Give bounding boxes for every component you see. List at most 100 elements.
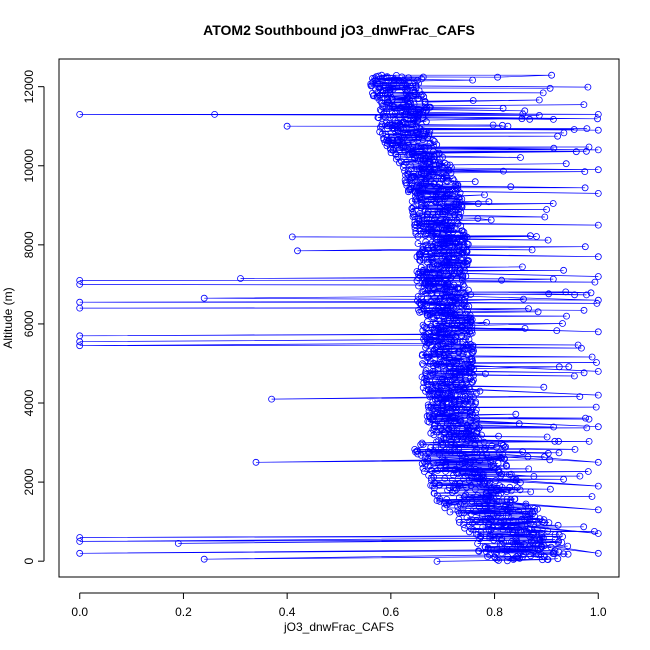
data-point bbox=[469, 456, 477, 464]
data-point bbox=[475, 474, 483, 482]
data-point bbox=[402, 158, 410, 166]
data-point bbox=[476, 387, 484, 395]
data-point bbox=[446, 205, 454, 212]
y-tick-label: 0 bbox=[22, 558, 36, 565]
data-point bbox=[418, 75, 426, 83]
data-point bbox=[76, 538, 84, 545]
data-point bbox=[514, 540, 522, 548]
data-point bbox=[422, 180, 430, 188]
data-point bbox=[580, 306, 588, 314]
data-point bbox=[433, 261, 441, 269]
data-point bbox=[427, 298, 435, 306]
data-point bbox=[467, 340, 474, 348]
data-point bbox=[450, 224, 458, 232]
data-point bbox=[418, 201, 425, 209]
data-point bbox=[581, 168, 589, 176]
data-point bbox=[386, 85, 394, 93]
data-point bbox=[414, 106, 422, 113]
data-point bbox=[379, 103, 387, 110]
data-point bbox=[393, 76, 401, 84]
data-point bbox=[431, 381, 439, 388]
data-point bbox=[543, 206, 550, 213]
data-point bbox=[468, 407, 476, 414]
data-point bbox=[456, 501, 464, 509]
data-point bbox=[460, 301, 468, 309]
data-point bbox=[430, 489, 438, 497]
data-point bbox=[416, 194, 424, 202]
data-point bbox=[422, 238, 430, 246]
data-point bbox=[555, 363, 563, 371]
data-point bbox=[413, 297, 421, 305]
data-point bbox=[492, 477, 500, 484]
data-point bbox=[445, 499, 453, 507]
data-point bbox=[466, 363, 474, 371]
data-point bbox=[507, 470, 515, 478]
data-point bbox=[484, 514, 492, 522]
data-point bbox=[496, 482, 504, 490]
data-point bbox=[480, 438, 488, 446]
data-point bbox=[294, 247, 301, 255]
data-point bbox=[488, 442, 496, 450]
data-point bbox=[541, 453, 548, 461]
data-point bbox=[462, 491, 470, 499]
data-point bbox=[534, 519, 542, 527]
data-point bbox=[421, 144, 429, 151]
data-point bbox=[421, 279, 428, 287]
data-point bbox=[548, 71, 555, 79]
data-point bbox=[417, 263, 425, 271]
data-point bbox=[455, 518, 463, 526]
data-point bbox=[458, 332, 466, 340]
data-point bbox=[443, 204, 451, 212]
data-point bbox=[493, 501, 501, 509]
data-point bbox=[455, 395, 463, 403]
data-point bbox=[490, 512, 497, 519]
data-point bbox=[518, 115, 526, 123]
data-point bbox=[431, 233, 439, 241]
data-point bbox=[473, 445, 480, 453]
data-point bbox=[430, 142, 437, 149]
data-point bbox=[443, 261, 451, 269]
data-point bbox=[288, 233, 296, 241]
x-tick-label: 0.2 bbox=[175, 605, 192, 619]
data-point bbox=[76, 534, 84, 541]
data-point bbox=[450, 177, 458, 185]
data-point bbox=[417, 441, 425, 449]
data-point bbox=[454, 507, 462, 515]
data-point bbox=[528, 508, 536, 516]
data-point bbox=[467, 459, 475, 466]
data-point bbox=[452, 181, 460, 189]
data-point bbox=[516, 554, 524, 562]
data-point bbox=[470, 347, 478, 355]
data-point bbox=[447, 301, 455, 309]
data-point bbox=[474, 215, 482, 222]
data-point bbox=[419, 441, 427, 448]
data-point bbox=[380, 134, 388, 142]
data-point bbox=[564, 542, 572, 550]
data-point bbox=[442, 292, 450, 300]
data-point bbox=[481, 191, 488, 199]
data-point bbox=[559, 320, 566, 327]
data-point bbox=[428, 386, 436, 394]
data-point bbox=[396, 146, 404, 154]
data-point bbox=[411, 445, 419, 453]
data-point bbox=[383, 133, 391, 141]
data-point bbox=[466, 393, 474, 401]
data-point bbox=[474, 540, 482, 547]
data-point bbox=[452, 332, 459, 340]
data-point bbox=[480, 474, 487, 482]
data-point bbox=[461, 524, 469, 532]
data-point bbox=[495, 469, 503, 476]
data-point bbox=[458, 316, 466, 324]
data-point bbox=[436, 159, 444, 167]
data-point bbox=[555, 449, 563, 457]
data-point bbox=[448, 477, 456, 484]
data-point bbox=[498, 121, 506, 129]
data-point bbox=[442, 458, 450, 466]
data-point bbox=[447, 292, 455, 300]
data-point bbox=[483, 318, 491, 326]
data-point bbox=[435, 330, 443, 338]
data-point bbox=[421, 323, 429, 331]
data-point bbox=[431, 298, 438, 306]
data-point bbox=[429, 347, 437, 355]
data-point bbox=[436, 306, 444, 314]
